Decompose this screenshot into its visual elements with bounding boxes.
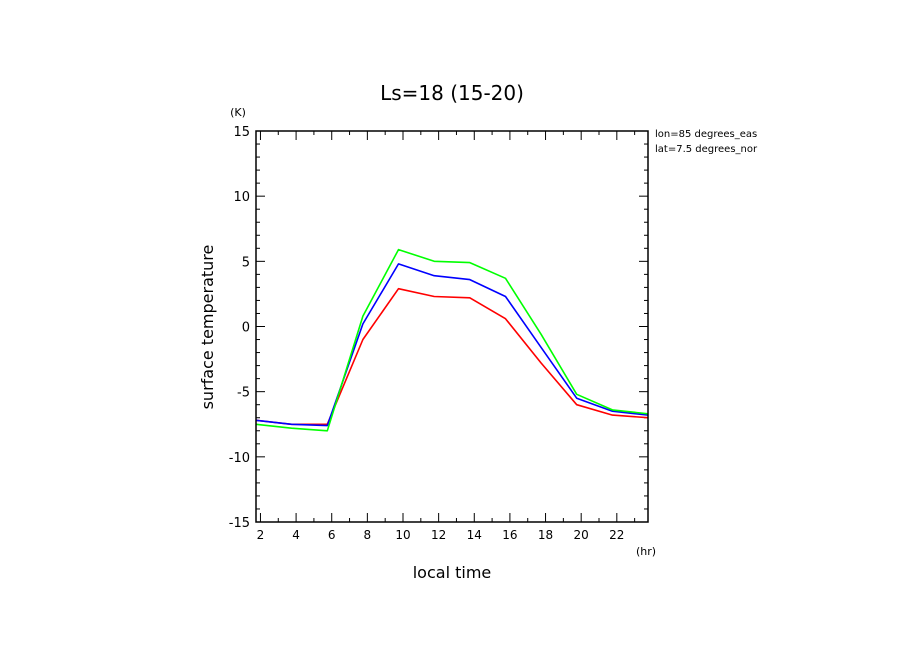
series-line-1 [255, 263, 649, 427]
x-tick-label: 14 [467, 528, 482, 542]
x-tick-label: 2 [257, 528, 265, 542]
y-tick-label: 10 [233, 190, 250, 205]
x-tick-label: 4 [292, 528, 300, 542]
plot-frame [255, 130, 649, 523]
x-tick-label: 20 [574, 528, 589, 542]
y-tick-label: -15 [229, 516, 250, 531]
x-tick-label: 6 [328, 528, 336, 542]
y-axis-label: surface temperature [198, 245, 217, 410]
annotation-lon: lon=85 degrees_eas [655, 129, 757, 140]
axes: -15 -10 -5 0 5 10 15 2 4 6 8 10 12 14 16 18 20 22 [229, 125, 648, 542]
chart-title: Ls=18 (15-20) [380, 81, 524, 105]
x-tick-label: 16 [502, 528, 517, 542]
y-tick-label: 5 [242, 255, 250, 270]
x-axis-label: local time [413, 563, 492, 582]
x-tick-label: 8 [364, 528, 372, 542]
series-group [255, 248, 649, 432]
annotation-lat: lat=7.5 degrees_nor [655, 144, 758, 155]
x-tick-label: 22 [609, 528, 624, 542]
y-tick-label: -10 [229, 451, 250, 466]
series-line-0 [255, 287, 649, 426]
x-tick-label: 12 [431, 528, 446, 542]
y-tick-label: -5 [237, 386, 250, 401]
y-unit-label: (K) [230, 106, 246, 119]
series-line-2 [255, 248, 649, 432]
y-tick-label: 0 [242, 321, 250, 336]
x-tick-label: 10 [395, 528, 410, 542]
y-tick-label: 15 [233, 125, 250, 140]
x-unit-label: (hr) [636, 545, 656, 558]
x-tick-label: 18 [538, 528, 553, 542]
